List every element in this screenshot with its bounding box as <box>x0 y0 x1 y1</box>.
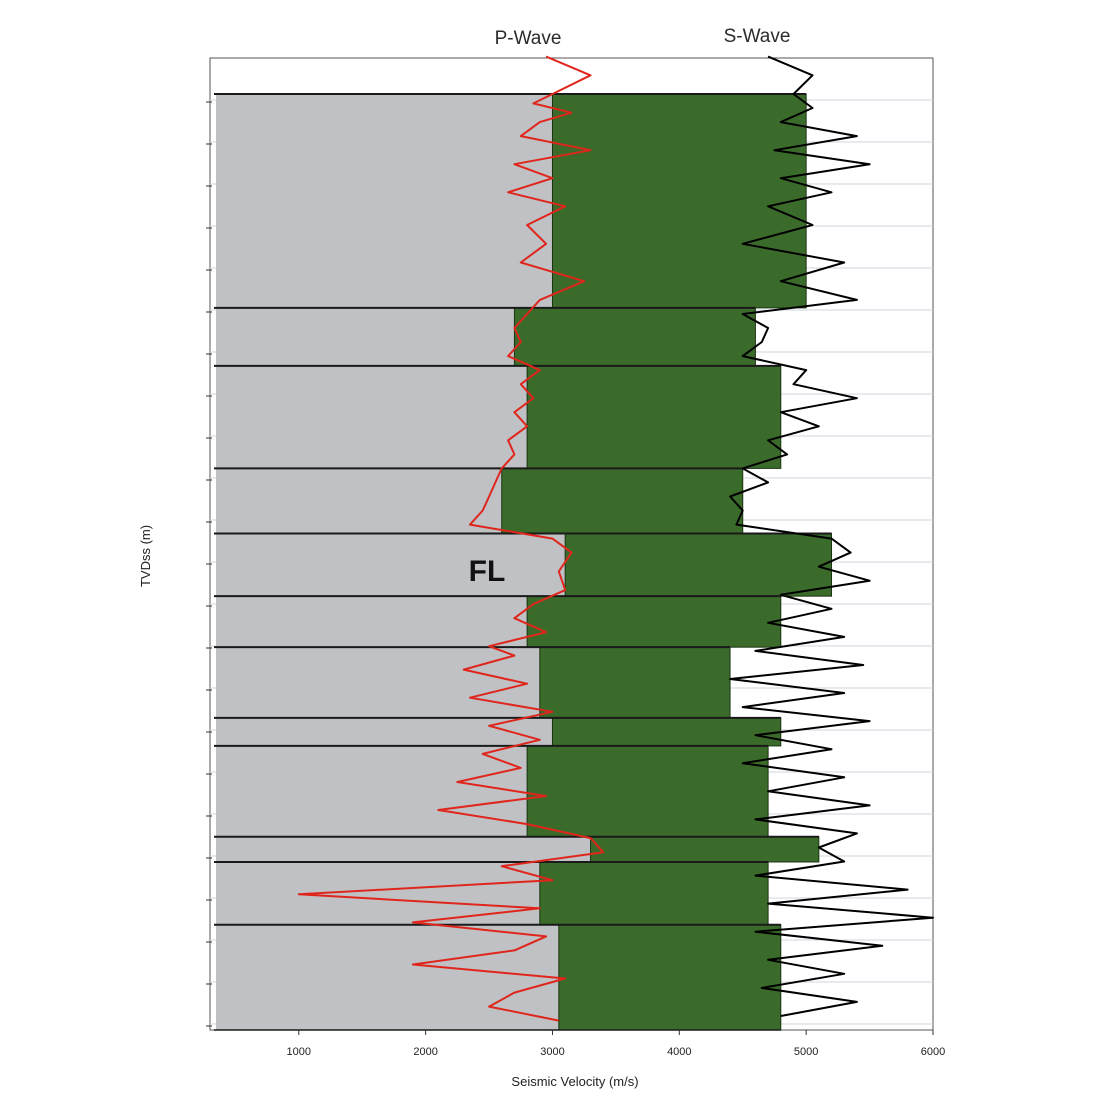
interval-velocity-band <box>558 924 782 1031</box>
interval-velocity-band <box>551 93 807 309</box>
interval-velocity-band <box>513 307 756 367</box>
interval-velocity-band <box>526 595 782 648</box>
x-axis-label: Seismic Velocity (m/s) <box>511 1074 638 1089</box>
interval-upper-fill <box>216 861 540 925</box>
interval-upper-fill <box>216 94 553 308</box>
s-wave-title: S-Wave <box>724 26 791 47</box>
x-tick-label: 6000 <box>921 1046 945 1058</box>
interval-upper-fill <box>216 596 528 648</box>
interval-velocity-band <box>551 717 782 747</box>
interval-velocity-band <box>526 365 782 469</box>
s-wave-log-line <box>729 55 934 1017</box>
interval-velocity-band <box>539 861 769 926</box>
interval-velocity-band <box>501 467 744 534</box>
interval-velocity-band <box>539 646 731 719</box>
interval-velocity-band <box>526 745 769 838</box>
interval-upper-fill <box>216 647 540 718</box>
interval-upper-fill <box>216 365 528 469</box>
fl-annotation: FL <box>469 555 506 588</box>
x-tick-label: 2000 <box>413 1046 437 1058</box>
interval-velocity-band <box>590 836 820 863</box>
interval-upper-fill <box>216 307 515 366</box>
interval-upper-fill <box>216 717 553 746</box>
x-tick-label: 4000 <box>667 1046 691 1058</box>
p-wave-log-line <box>297 55 605 1022</box>
interval-upper-fill <box>216 468 502 534</box>
interval-upper-fill <box>216 836 591 862</box>
plot-area <box>209 55 934 1031</box>
interval-upper-fill <box>216 745 528 837</box>
y-axis-label: TVDss (m) <box>138 525 153 587</box>
x-tick-label: 3000 <box>540 1046 564 1058</box>
x-axis-ticks: 1000 2000 3000 4000 5000 6000 <box>206 101 945 1058</box>
x-tick-label: 1000 <box>287 1046 311 1058</box>
interval-velocity-band <box>564 532 833 597</box>
interval-upper-fill <box>216 533 566 597</box>
p-wave-title: P-Wave <box>495 28 562 49</box>
x-tick-label: 5000 <box>794 1046 818 1058</box>
interval-upper-fill <box>216 924 559 1030</box>
